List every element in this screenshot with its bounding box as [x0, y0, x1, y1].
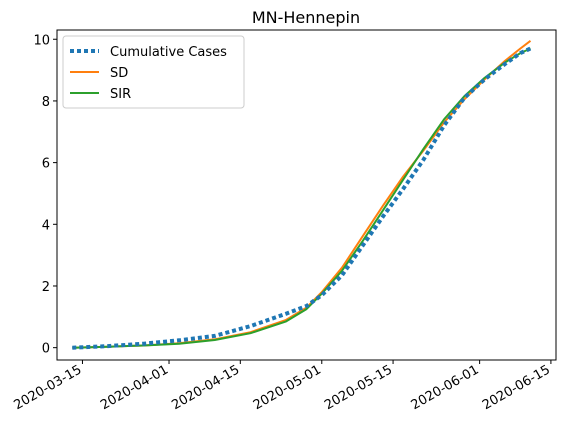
legend-label-cumulative-cases: Cumulative Cases: [110, 45, 227, 60]
y-tick-label: 10: [33, 33, 50, 48]
x-tick-label: 2020-05-15: [322, 362, 395, 413]
legend-label-sir: SIR: [110, 87, 131, 102]
legend: Cumulative Cases SD SIR: [62, 35, 245, 109]
x-tick-label: 2020-06-15: [480, 362, 553, 413]
plot-frame: [56, 29, 557, 361]
legend-label-sd: SD: [110, 66, 128, 81]
x-tick-label: 2020-04-01: [98, 362, 171, 413]
series-line-cumulative-cases: [72, 46, 532, 350]
y-tick-label: 4: [42, 218, 50, 233]
series-layer: [72, 40, 532, 350]
chart-title: MN-Hennepin: [252, 8, 360, 27]
y-axis: 0 2 4 6 8 10: [33, 33, 57, 357]
y-tick-label: 0: [42, 342, 50, 357]
y-tick-label: 6: [42, 157, 50, 172]
x-tick-label: 2020-06-01: [409, 362, 482, 413]
legend-box: [62, 35, 245, 109]
x-tick-label: 2020-05-01: [251, 362, 324, 413]
y-tick-label: 8: [42, 95, 50, 110]
x-tick-label: 2020-03-15: [12, 362, 85, 413]
x-tick-label: 2020-04-15: [169, 362, 242, 413]
y-tick-label: 2: [42, 280, 50, 295]
